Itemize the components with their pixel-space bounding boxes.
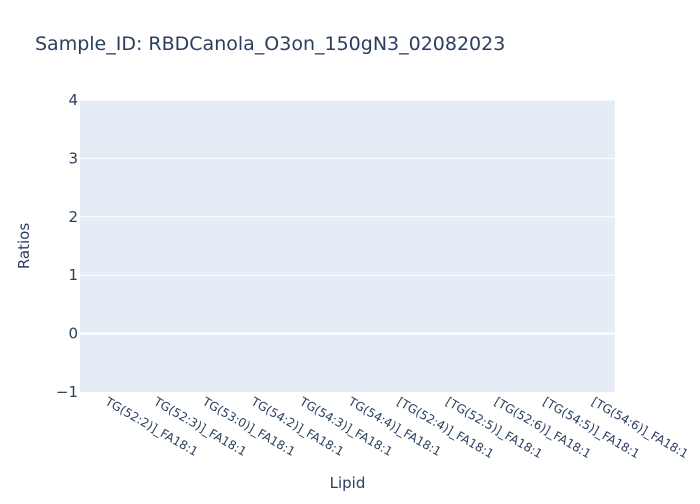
- y-tick-label: 3: [68, 149, 78, 167]
- x-axis-title: Lipid: [330, 474, 366, 492]
- y-tick-label: 1: [68, 266, 78, 284]
- y-tick-label: 0: [68, 325, 78, 343]
- y-axis-title: Ratios: [15, 223, 33, 270]
- grid-layer: [80, 99, 615, 335]
- x-tick-label: TG(52:2)]_FA18:1: [102, 394, 200, 459]
- chart-title: Sample_ID: RBDCanola_O3on_150gN3_0208202…: [35, 33, 505, 55]
- y-tick-label: 4: [68, 91, 78, 109]
- plot-area: [80, 100, 615, 392]
- y-tick-label: 2: [68, 208, 78, 226]
- y-tick-label: −1: [56, 383, 78, 401]
- x-tick-labels: TG(52:2)]_FA18:1TG(52:3)]_FA18:1TG(53:0)…: [102, 394, 691, 461]
- y-tick-labels: −1 0 1 2 3 4: [56, 91, 78, 401]
